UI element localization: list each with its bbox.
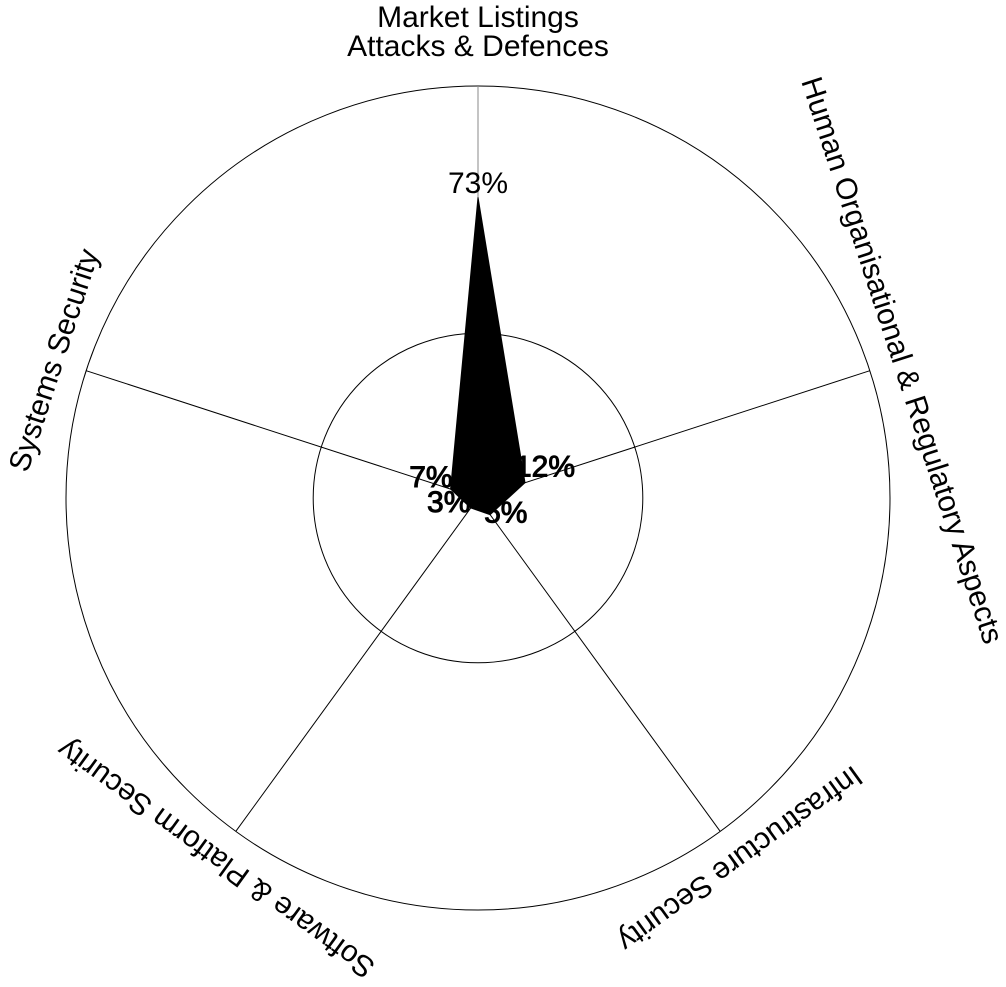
axis-label: Infrastructure Security bbox=[611, 759, 868, 958]
axis-label: Systems Security bbox=[3, 245, 106, 476]
value-label: 12% bbox=[515, 451, 575, 484]
axis-spoke bbox=[477, 370, 870, 499]
data-area bbox=[450, 197, 526, 516]
axis-spoke bbox=[477, 497, 721, 832]
axis-label: Software & Platform Security bbox=[51, 732, 381, 984]
value-label: 73% bbox=[448, 167, 508, 200]
value-label: 3% bbox=[427, 486, 470, 519]
chart-title: Market Listings bbox=[377, 1, 579, 34]
axis-label: Human Organisational & Regulatory Aspect… bbox=[794, 73, 1006, 648]
axis-spoke bbox=[86, 370, 479, 499]
value-label: 7% bbox=[409, 461, 452, 494]
axis-label: Attacks & Defences bbox=[347, 30, 609, 63]
axis-spoke bbox=[235, 497, 479, 832]
value-label: 5% bbox=[484, 497, 527, 530]
